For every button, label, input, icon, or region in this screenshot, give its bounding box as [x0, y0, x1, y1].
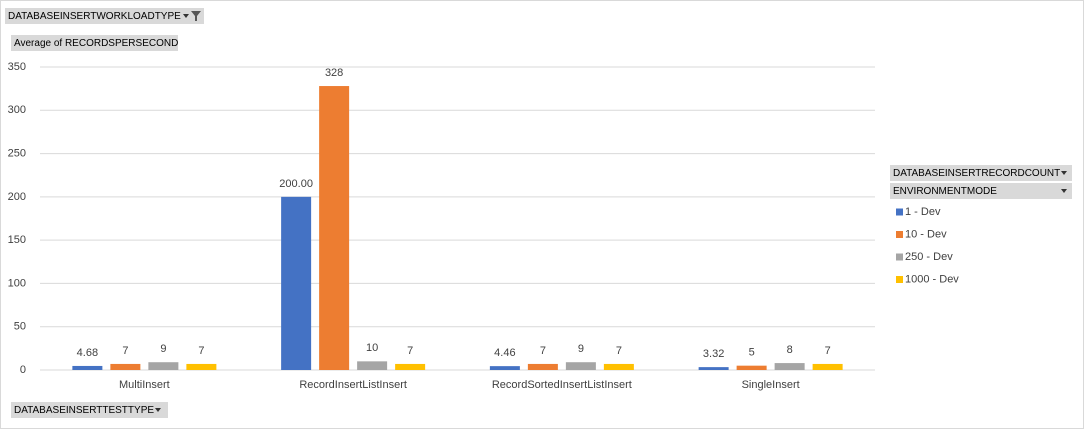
bar [736, 365, 767, 370]
button-bg [11, 35, 178, 51]
y-tick-label: 300 [8, 104, 26, 116]
bar [698, 367, 729, 370]
axis-field-button[interactable]: DATABASEINSERTTESTTYPE [11, 402, 168, 418]
bar [489, 366, 520, 370]
data-label: 3.32 [703, 348, 724, 360]
data-label: 7 [540, 345, 546, 357]
filter-button[interactable]: DATABASEINSERTWORKLOADTYPE [5, 8, 204, 24]
legend-label: 250 - Dev [905, 251, 953, 263]
bar [527, 363, 558, 370]
bar [186, 363, 217, 370]
data-label: 10 [366, 342, 378, 354]
legend-field-button[interactable]: ENVIRONMENTMODE [890, 183, 1072, 199]
dropdown-arrow [1061, 171, 1067, 175]
legend-field: ENVIRONMENTMODE [893, 186, 997, 197]
bar [603, 363, 634, 370]
legend-label: 1000 - Dev [905, 273, 959, 285]
data-label: 9 [578, 343, 584, 355]
button-bg [5, 8, 204, 24]
data-label: 7 [825, 345, 831, 357]
data-label: 4.46 [494, 347, 515, 359]
data-label: 328 [325, 67, 343, 79]
legend-field: DATABASEINSERTRECORDCOUNT [893, 168, 1060, 179]
dropdown-arrow [183, 14, 189, 18]
data-label: 7 [616, 345, 622, 357]
data-label: 7 [122, 345, 128, 357]
legend-label: 1 - Dev [905, 206, 941, 218]
data-label: 8 [787, 344, 793, 356]
button-bg [890, 183, 1072, 199]
bar [72, 365, 103, 370]
data-label: 7 [407, 345, 413, 357]
y-tick-label: 250 [8, 147, 26, 159]
x-tick-label: RecordInsertListInsert [299, 379, 407, 391]
y-tick-label: 200 [8, 191, 26, 203]
legend-swatch [896, 208, 903, 216]
data-label: 5 [749, 347, 755, 359]
dropdown-arrow [155, 408, 161, 412]
data-label: 9 [160, 343, 166, 355]
data-label: 7 [198, 345, 204, 357]
y-tick-label: 150 [8, 234, 26, 246]
legend-swatch [896, 231, 903, 238]
legend-swatch [896, 253, 903, 261]
filter-icon [191, 11, 201, 21]
filter-field: DATABASEINSERTWORKLOADTYPE [8, 11, 181, 22]
bar [812, 363, 843, 370]
bar [281, 196, 312, 370]
bar [774, 363, 805, 370]
x-tick-label: RecordSortedInsertListInsert [492, 379, 632, 391]
axis-field: DATABASEINSERTTESTTYPE [14, 405, 154, 416]
x-tick-label: MultiInsert [119, 379, 170, 391]
button-bg [11, 402, 168, 418]
bar [395, 363, 426, 370]
data-label: 200.00 [279, 178, 313, 190]
button-bg [890, 165, 1072, 181]
value-field-button[interactable]: Average of RECORDSPERSECOND [11, 35, 178, 51]
legend-field-button[interactable]: DATABASEINSERTRECORDCOUNT [890, 165, 1072, 181]
y-tick-label: 0 [20, 364, 26, 376]
bar [565, 362, 596, 370]
dropdown-arrow [1061, 189, 1067, 193]
y-tick-label: 50 [14, 321, 26, 333]
legend-swatch [896, 276, 903, 283]
bar [148, 362, 179, 370]
y-tick-label: 100 [8, 277, 26, 289]
legend-label: 10 - Dev [905, 228, 947, 240]
bar [319, 86, 350, 370]
y-tick-label: 350 [8, 61, 26, 73]
bar [110, 363, 141, 370]
bar [357, 361, 388, 370]
value-field: Average of RECORDSPERSECOND [14, 38, 178, 49]
data-label: 4.68 [77, 347, 98, 359]
x-tick-label: SingleInsert [742, 379, 800, 391]
